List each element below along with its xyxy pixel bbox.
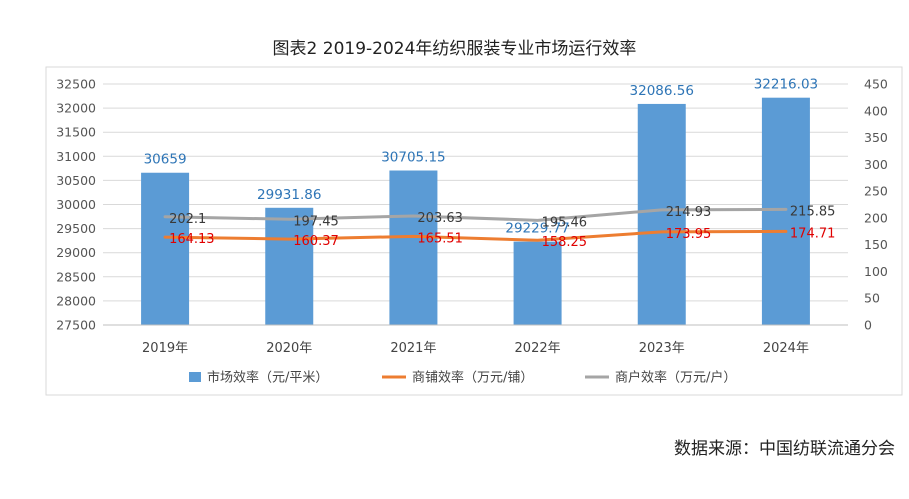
- bar-value-label: 30659: [144, 152, 187, 168]
- bar: [513, 241, 562, 325]
- bar-value-label: 29229.77: [505, 221, 569, 237]
- bar-value-label: 32086.56: [630, 83, 694, 99]
- chart-title: 图表2 2019-2024年纺织服装专业市场运行效率: [272, 39, 637, 59]
- line-series: [163, 207, 788, 242]
- line-value-label: 214.93: [666, 205, 712, 220]
- y-right-tick-label: 450: [864, 77, 888, 92]
- y-right-tick-label: 50: [864, 291, 880, 306]
- series-line: [163, 229, 788, 242]
- line-value-label: 158.25: [542, 235, 588, 250]
- y-right-tick-label: 350: [864, 130, 888, 145]
- line-value-label: 164.13: [169, 232, 215, 247]
- legend: 市场效率（元/平米） 商铺效率（万元/铺） 商户效率（万元/户）: [189, 370, 736, 386]
- y-left-tick-label: 31000: [56, 149, 96, 164]
- y-left-tick-label: 29000: [56, 245, 96, 260]
- y-right-tick-label: 250: [864, 184, 888, 199]
- source-note: 数据来源：中国纺联流通分会: [674, 439, 895, 459]
- x-tick-label: 2019年: [142, 341, 188, 356]
- y-left-tick-label: 28000: [56, 293, 96, 308]
- bar: [761, 97, 810, 326]
- bar-value-label: 30705.15: [381, 150, 445, 166]
- line-value-label: 202.1: [169, 212, 206, 227]
- y-left-tick-label: 30000: [56, 197, 96, 212]
- y-right-tick-label: 0: [864, 318, 872, 333]
- y-left-tick-label: 30500: [56, 173, 96, 188]
- bar-value-label: 29931.86: [257, 187, 321, 203]
- legend-label: 商铺效率（万元/铺）: [412, 370, 533, 386]
- x-tick-label: 2024年: [763, 341, 809, 356]
- line-value-label: 195.46: [542, 215, 588, 230]
- line-value-label: 203.63: [417, 211, 463, 226]
- y-left-tick-label: 31500: [56, 125, 96, 140]
- bar-value-label: 32216.03: [754, 77, 818, 93]
- y-right-tick-label: 400: [864, 103, 888, 118]
- legend-swatch: [189, 372, 201, 382]
- gridlines: [103, 83, 848, 326]
- y-left-tick-label: 32000: [56, 101, 96, 116]
- legend-label: 商户效率（万元/户）: [615, 370, 736, 386]
- x-tick-label: 2023年: [639, 341, 685, 356]
- bar: [637, 103, 686, 325]
- series-line: [163, 207, 788, 222]
- bar: [141, 172, 190, 325]
- line-value-label: 174.71: [790, 226, 836, 241]
- y-left-tick-label: 27500: [56, 318, 96, 333]
- x-tick-label: 2022年: [515, 341, 561, 356]
- x-tick-label: 2021年: [390, 341, 436, 356]
- y-right-tick-label: 100: [864, 264, 888, 279]
- chart-area-border: [45, 66, 903, 396]
- x-tick-label: 2020年: [266, 341, 312, 356]
- bar: [265, 207, 314, 325]
- x-axis: 2019年 2020年 2021年 2022年 2023年 2024年: [103, 324, 848, 356]
- y-right-tick-label: 300: [864, 157, 888, 172]
- right-axis: 0 50 100 150 200 250 300 350 400 450: [864, 77, 888, 333]
- line-value-label: 173.95: [666, 227, 712, 242]
- y-left-tick-label: 29500: [56, 221, 96, 236]
- line-value-label: 160.37: [293, 234, 339, 249]
- line-value-label: 197.45: [293, 214, 339, 229]
- line-value-label: 215.85: [790, 204, 836, 219]
- bar: [389, 170, 438, 325]
- y-left-tick-label: 28500: [56, 269, 96, 284]
- y-left-tick-label: 32500: [56, 77, 96, 92]
- left-axis: 27500 28000 28500 29000 29500 30000 30500 31000…: [56, 77, 96, 333]
- legend-label: 市场效率（元/平米）: [207, 370, 328, 386]
- data-labels: 30659 29931.86 30705.15 29229.77 32086.56 322…: [144, 77, 836, 251]
- y-right-tick-label: 150: [864, 237, 888, 252]
- line-value-label: 165.51: [417, 231, 463, 246]
- bar-series: [141, 97, 810, 326]
- y-right-tick-label: 200: [864, 210, 888, 225]
